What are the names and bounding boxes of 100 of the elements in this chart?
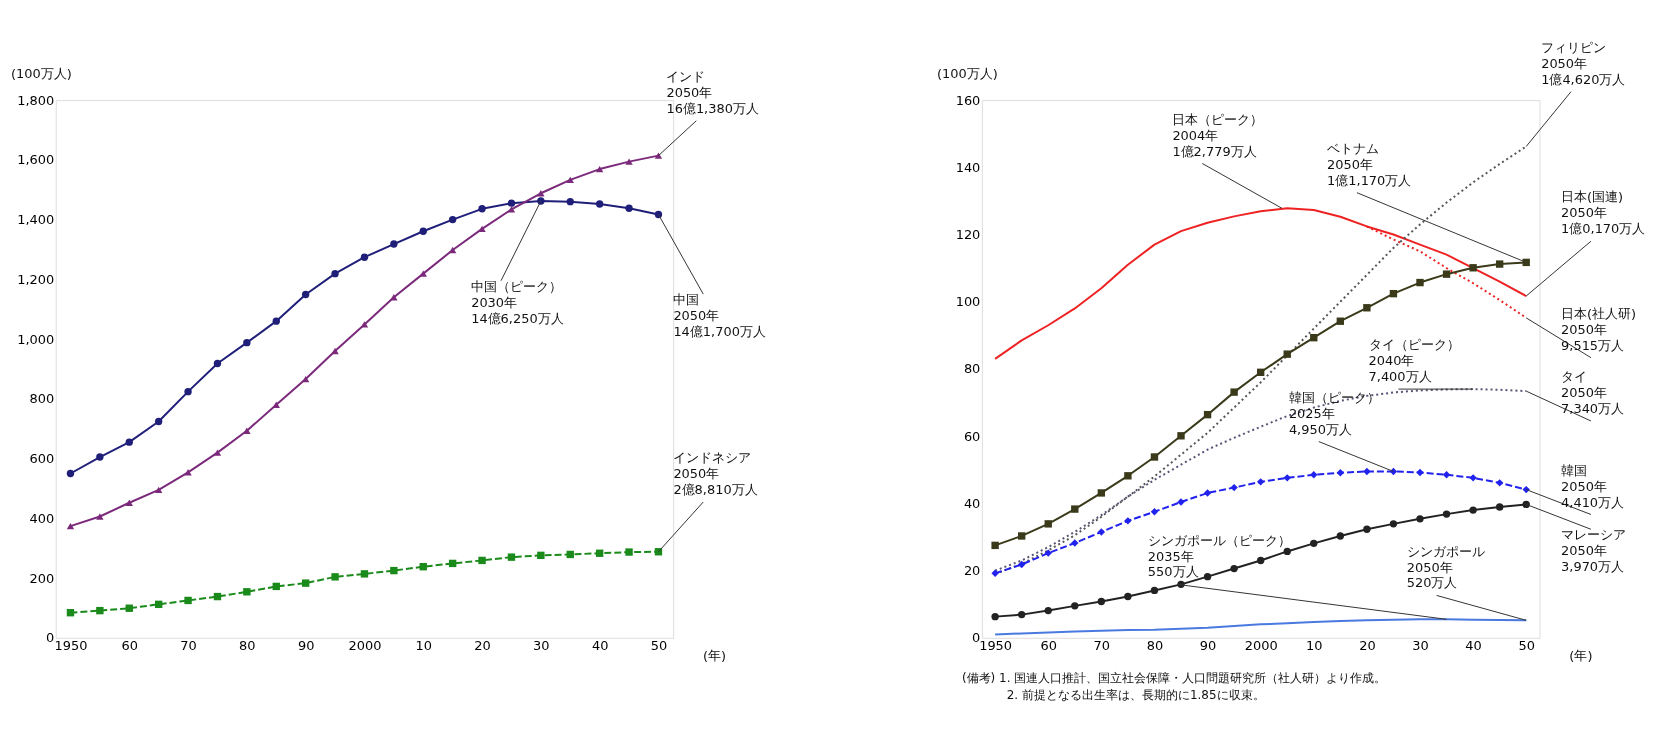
- point: [301, 579, 310, 587]
- x-tick-label: 2000: [348, 638, 382, 654]
- y-tick-label: 40: [963, 495, 981, 511]
- annotation: ベトナム 2050年 1億1,170万人: [1327, 140, 1412, 188]
- point: [1097, 489, 1106, 497]
- point: [1017, 532, 1026, 540]
- x-tick-label: 2000: [1244, 638, 1278, 654]
- text: 2. 前提となる出生率は、長期的に1.85に収束。: [1006, 687, 1265, 702]
- annotation: 韓国（ピーク） 2025年 4,950万人: [1288, 389, 1380, 437]
- x-tick-label: 1950: [979, 638, 1013, 654]
- point: [1469, 264, 1477, 272]
- point: [1336, 469, 1345, 477]
- annotation: 韓国 2050年 4,410万人: [1561, 462, 1625, 510]
- point: [125, 438, 133, 446]
- point: [1469, 506, 1477, 514]
- y-tick-label: 60: [963, 428, 981, 444]
- point: [595, 200, 604, 208]
- x-tick-label: 50: [650, 638, 668, 654]
- y-axis-title: (100万人): [10, 66, 72, 82]
- x-tick-label: 10: [1306, 638, 1323, 654]
- point: [184, 596, 192, 605]
- y-tick-label: 1,600: [17, 152, 55, 168]
- y-tick-label: 120: [955, 226, 981, 242]
- point: [1495, 260, 1504, 268]
- y-axis-title: (100万人): [937, 66, 998, 82]
- point: [184, 387, 192, 396]
- point: [1044, 606, 1052, 615]
- annotation: 日本（ピーク） 2004年 1億2,779万人: [1172, 111, 1264, 159]
- x-tick-label: 60: [121, 638, 138, 654]
- point: [1416, 468, 1424, 477]
- y-tick-label: 1,400: [17, 212, 55, 228]
- point: [595, 165, 604, 173]
- annotation: 中国 2050年 14億1,700万人: [673, 292, 766, 339]
- point: [1203, 489, 1212, 497]
- point: [507, 206, 516, 213]
- point: [243, 427, 251, 434]
- point: [1097, 597, 1106, 606]
- point: [1097, 528, 1106, 536]
- point: [331, 573, 339, 581]
- point: [1177, 432, 1185, 440]
- y-tick-label: 1,000: [17, 331, 55, 347]
- point: [1256, 478, 1265, 486]
- x-axis-title: (年): [1569, 647, 1593, 663]
- point: [243, 338, 251, 347]
- point: [1256, 556, 1265, 565]
- point: [1442, 270, 1451, 278]
- annotation: マレーシア 2050年 3,970万人: [1561, 527, 1627, 575]
- point: [1230, 564, 1238, 573]
- point: [1495, 503, 1504, 511]
- y-tick-label: 600: [29, 451, 55, 467]
- point: [625, 204, 633, 212]
- annotation: フィリピン 2050年 1億4,620万人: [1541, 39, 1626, 87]
- y-tick-label: 400: [29, 510, 55, 526]
- x-axis-title: (年): [703, 647, 727, 663]
- point: [272, 401, 280, 408]
- point: [419, 227, 427, 235]
- annotation: 中国（ピーク） 2030年 14億6,250万人: [471, 278, 564, 326]
- point: [154, 417, 163, 426]
- x-tick-label: 30: [1412, 638, 1429, 654]
- point: [1071, 602, 1079, 610]
- point: [991, 541, 999, 550]
- annotation: インド 2050年 16億1,380万人: [666, 68, 759, 116]
- annotation: タイ 2050年 7,340万人: [1561, 369, 1625, 417]
- annotation: 日本(国連) 2050年 1億0,170万人: [1561, 189, 1646, 237]
- point: [478, 205, 486, 213]
- y-tick-label: 80: [963, 361, 981, 377]
- x-tick-label: 40: [1465, 638, 1482, 654]
- point: [66, 522, 75, 530]
- point: [301, 290, 310, 299]
- annotation: インドネシア 2050年 2億8,810万人: [673, 450, 758, 498]
- x-tick-label: 40: [591, 638, 609, 654]
- point: [390, 240, 398, 248]
- y-tick-label: 100: [955, 294, 981, 310]
- y-tick-label: 200: [29, 570, 55, 586]
- point: [125, 499, 133, 506]
- x-tick-label: 20: [1359, 638, 1376, 654]
- y-tick-label: 800: [29, 391, 55, 407]
- point: [66, 469, 75, 478]
- x-tick-label: 50: [1518, 638, 1535, 654]
- point: [478, 556, 486, 565]
- x-tick-label: 70: [180, 638, 197, 654]
- point: [566, 197, 574, 206]
- annotation: タイ（ピーク） 2040年 7,400万人: [1368, 337, 1460, 385]
- y-tick-label: 0: [46, 630, 55, 646]
- point: [96, 513, 104, 520]
- x-tick-label: 1950: [54, 638, 88, 654]
- point: [991, 569, 999, 577]
- annotation: シンガポール（ピーク） 2035年 550万人: [1147, 532, 1291, 580]
- x-tick-label: 30: [533, 638, 550, 654]
- x-tick-label: 70: [1093, 638, 1111, 654]
- point: [448, 246, 457, 254]
- point: [213, 449, 222, 456]
- point: [1363, 525, 1371, 533]
- x-tick-label: 20: [474, 638, 491, 654]
- point: [478, 225, 486, 233]
- point: [360, 253, 369, 261]
- point: [154, 486, 163, 494]
- point: [507, 553, 516, 561]
- point: [1363, 467, 1371, 476]
- point: [1017, 560, 1026, 569]
